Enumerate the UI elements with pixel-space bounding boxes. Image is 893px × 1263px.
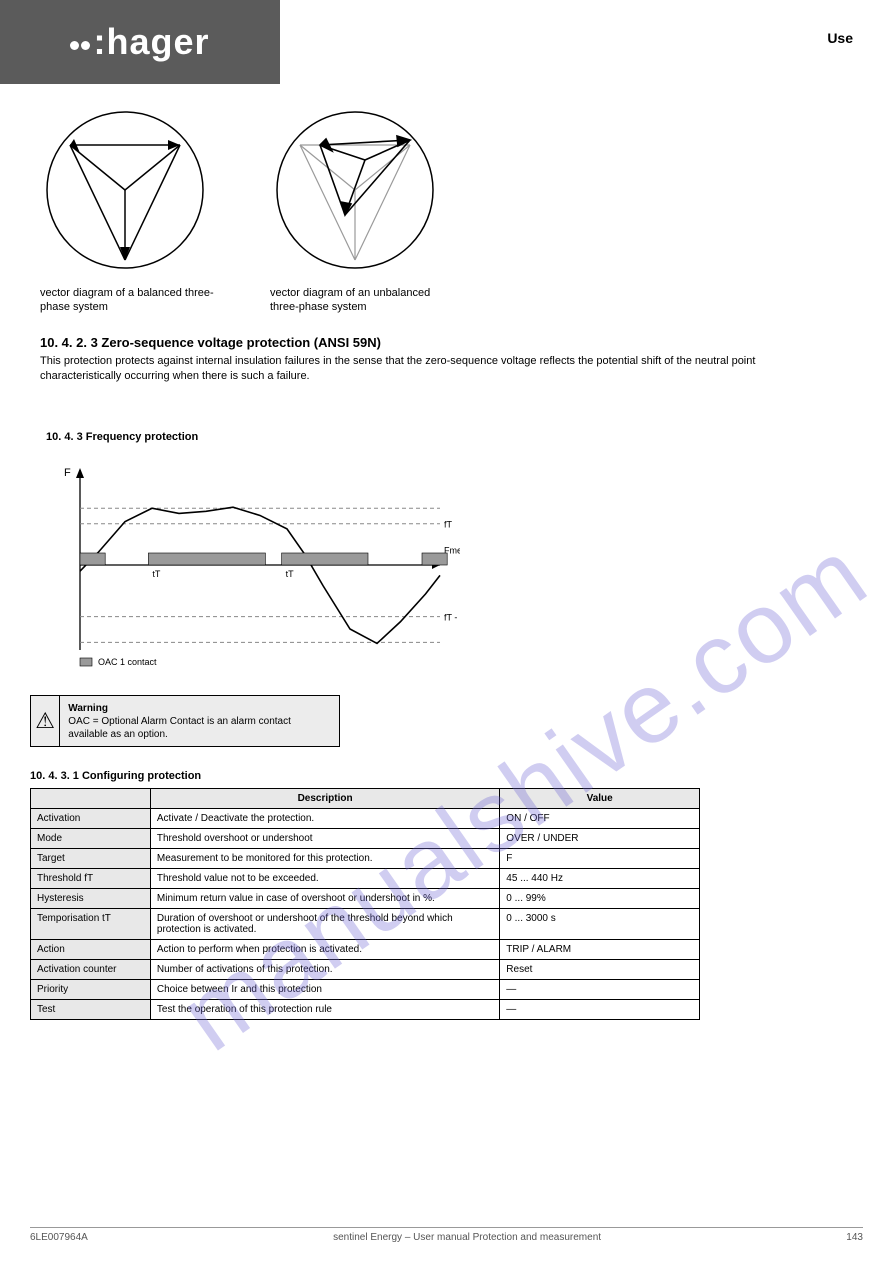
table-title: 10. 4. 3. 1 Configuring protection <box>30 770 201 782</box>
phasor-unbalanced-caption: vector diagram of an unbalanced three-ph… <box>270 286 445 315</box>
table-row-label: Test <box>31 1000 151 1020</box>
phasor-unbalanced-svg <box>270 105 440 275</box>
table-row-label: Mode <box>31 829 151 849</box>
phasor-balanced-svg <box>40 105 210 275</box>
table-row-label: Hysteresis <box>31 889 151 909</box>
warning-box: ⚠ Warning OAC = Optional Alarm Contact i… <box>30 695 340 747</box>
footer: 6LE007964A sentinel Energy – User manual… <box>30 1227 863 1243</box>
table-cell-desc: Duration of overshoot or undershoot of t… <box>150 909 499 940</box>
table-cell-value: TRIP / ALARM <box>500 940 700 960</box>
table-cell-desc: Threshold value not to be exceeded. <box>150 869 499 889</box>
table-cell-value: 0 ... 3000 s <box>500 909 700 940</box>
table-cell-value: OVER / UNDER <box>500 829 700 849</box>
footer-left: 6LE007964A <box>30 1232 88 1243</box>
svg-text:OAC 1 contact: OAC 1 contact <box>98 657 157 667</box>
table-row-label: Temporisation tT <box>31 909 151 940</box>
table-cell-value: F <box>500 849 700 869</box>
svg-text:F: F <box>64 467 71 479</box>
table-cell-value: 0 ... 99% <box>500 889 700 909</box>
footer-right: 143 <box>846 1232 863 1243</box>
table-cell-desc: Choice between Ir and this protection <box>150 980 499 1000</box>
brand-name: :hager <box>93 21 209 62</box>
table-cell-desc: Activate / Deactivate the protection. <box>150 809 499 829</box>
table-cell-value: Reset <box>500 960 700 980</box>
table-cell-desc: Threshold overshoot or undershoot <box>150 829 499 849</box>
phasor-balanced: vector diagram of a balanced three-phase… <box>40 105 215 315</box>
table-row: Threshold fTThreshold value not to be ex… <box>31 869 700 889</box>
table-cell-value: 45 ... 440 Hz <box>500 869 700 889</box>
table-row-label: Target <box>31 849 151 869</box>
phasor-unbalanced: vector diagram of an unbalanced three-ph… <box>270 105 445 315</box>
svg-text:tT: tT <box>152 569 161 579</box>
table-row-label: Activation counter <box>31 960 151 980</box>
section-zero-sequence: 10. 4. 2. 3 Zero-sequence voltage protec… <box>40 335 820 384</box>
table-row-label: Threshold fT <box>31 869 151 889</box>
footer-center: sentinel Energy – User manual Protection… <box>333 1232 601 1243</box>
table-header: Value <box>500 789 700 809</box>
table-row-label: Action <box>31 940 151 960</box>
frequency-protection-title: 10. 4. 3 Frequency protection <box>46 431 198 443</box>
table-row: ActivationActivate / Deactivate the prot… <box>31 809 700 829</box>
warning-text-strong: Warning <box>68 703 108 714</box>
table-cell-desc: Action to perform when protection is act… <box>150 940 499 960</box>
table-header <box>31 789 151 809</box>
svg-text:tT: tT <box>286 569 295 579</box>
table-cell-desc: Test the operation of this protection ru… <box>150 1000 499 1020</box>
table-cell-desc: Measurement to be monitored for this pro… <box>150 849 499 869</box>
table-cell-desc: Minimum return value in case of overshoo… <box>150 889 499 909</box>
table-cell-value: ON / OFF <box>500 809 700 829</box>
table-row: Activation counterNumber of activations … <box>31 960 700 980</box>
table-row: ModeThreshold overshoot or undershootOVE… <box>31 829 700 849</box>
warning-icon: ⚠ <box>31 696 60 746</box>
table-row: PriorityChoice between Ir and this prote… <box>31 980 700 1000</box>
table-row-label: Activation <box>31 809 151 829</box>
page-section-title: Use <box>827 30 853 46</box>
warning-text-body: OAC = Optional Alarm Contact is an alarm… <box>68 716 291 740</box>
zero-seq-title: 10. 4. 2. 3 Zero-sequence voltage protec… <box>40 335 820 350</box>
table-cell-desc: Number of activations of this protection… <box>150 960 499 980</box>
table-cell-value: — <box>500 980 700 1000</box>
svg-text:fT - hyst.: fT - hyst. <box>444 613 460 623</box>
table-row: TestTest the operation of this protectio… <box>31 1000 700 1020</box>
table-row: ActionAction to perform when protection … <box>31 940 700 960</box>
phasor-balanced-caption: vector diagram of a balanced three-phase… <box>40 286 215 315</box>
table-row: TargetMeasurement to be monitored for th… <box>31 849 700 869</box>
frequency-protection-chart: FfTFmes 10P/12PfT - hyst.tTtTOAC 1 conta… <box>40 450 460 680</box>
config-table: DescriptionValueActivationActivate / Dea… <box>30 788 700 1020</box>
brand-header: :hager <box>0 0 280 84</box>
table-row-label: Priority <box>31 980 151 1000</box>
table-cell-value: — <box>500 1000 700 1020</box>
table-header: Description <box>150 789 499 809</box>
svg-text:fT: fT <box>444 520 453 530</box>
warning-text: Warning OAC = Optional Alarm Contact is … <box>60 696 339 746</box>
zero-seq-body: This protection protects against interna… <box>40 354 820 384</box>
table-row: HysteresisMinimum return value in case o… <box>31 889 700 909</box>
table-row: Temporisation tTDuration of overshoot or… <box>31 909 700 940</box>
brand-logo-text: :hager <box>70 21 209 63</box>
